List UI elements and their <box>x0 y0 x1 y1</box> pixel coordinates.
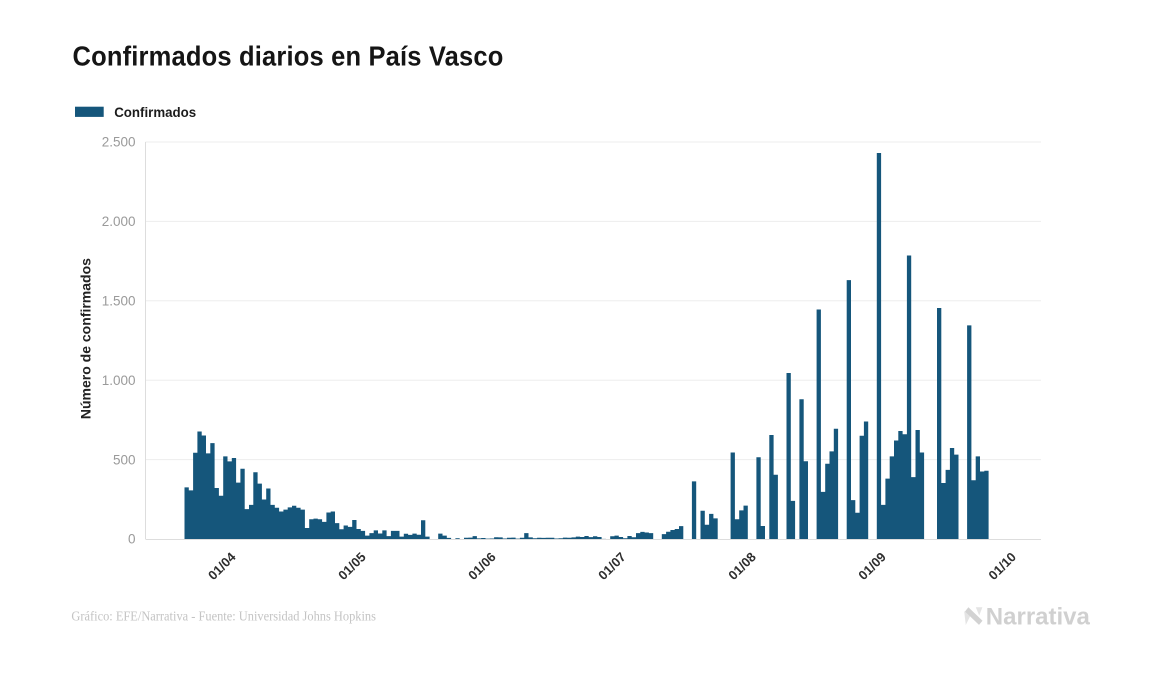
svg-text:Narrativa: Narrativa <box>986 604 1091 631</box>
svg-text:Gráfico: EFE/Narrativa - Fuent: Gráfico: EFE/Narrativa - Fuente: Univers… <box>71 608 376 624</box>
svg-text:0: 0 <box>128 532 136 547</box>
svg-text:Número de confirmados: Número de confirmados <box>78 258 94 419</box>
svg-text:2.000: 2.000 <box>102 214 136 229</box>
svg-text:Confirmados: Confirmados <box>114 105 196 120</box>
svg-text:1.500: 1.500 <box>102 294 136 309</box>
svg-text:Confirmados diarios en País Va: Confirmados diarios en País Vasco <box>73 40 504 71</box>
svg-text:2.500: 2.500 <box>102 135 136 150</box>
svg-text:500: 500 <box>113 452 136 467</box>
svg-text:1.000: 1.000 <box>102 373 136 388</box>
